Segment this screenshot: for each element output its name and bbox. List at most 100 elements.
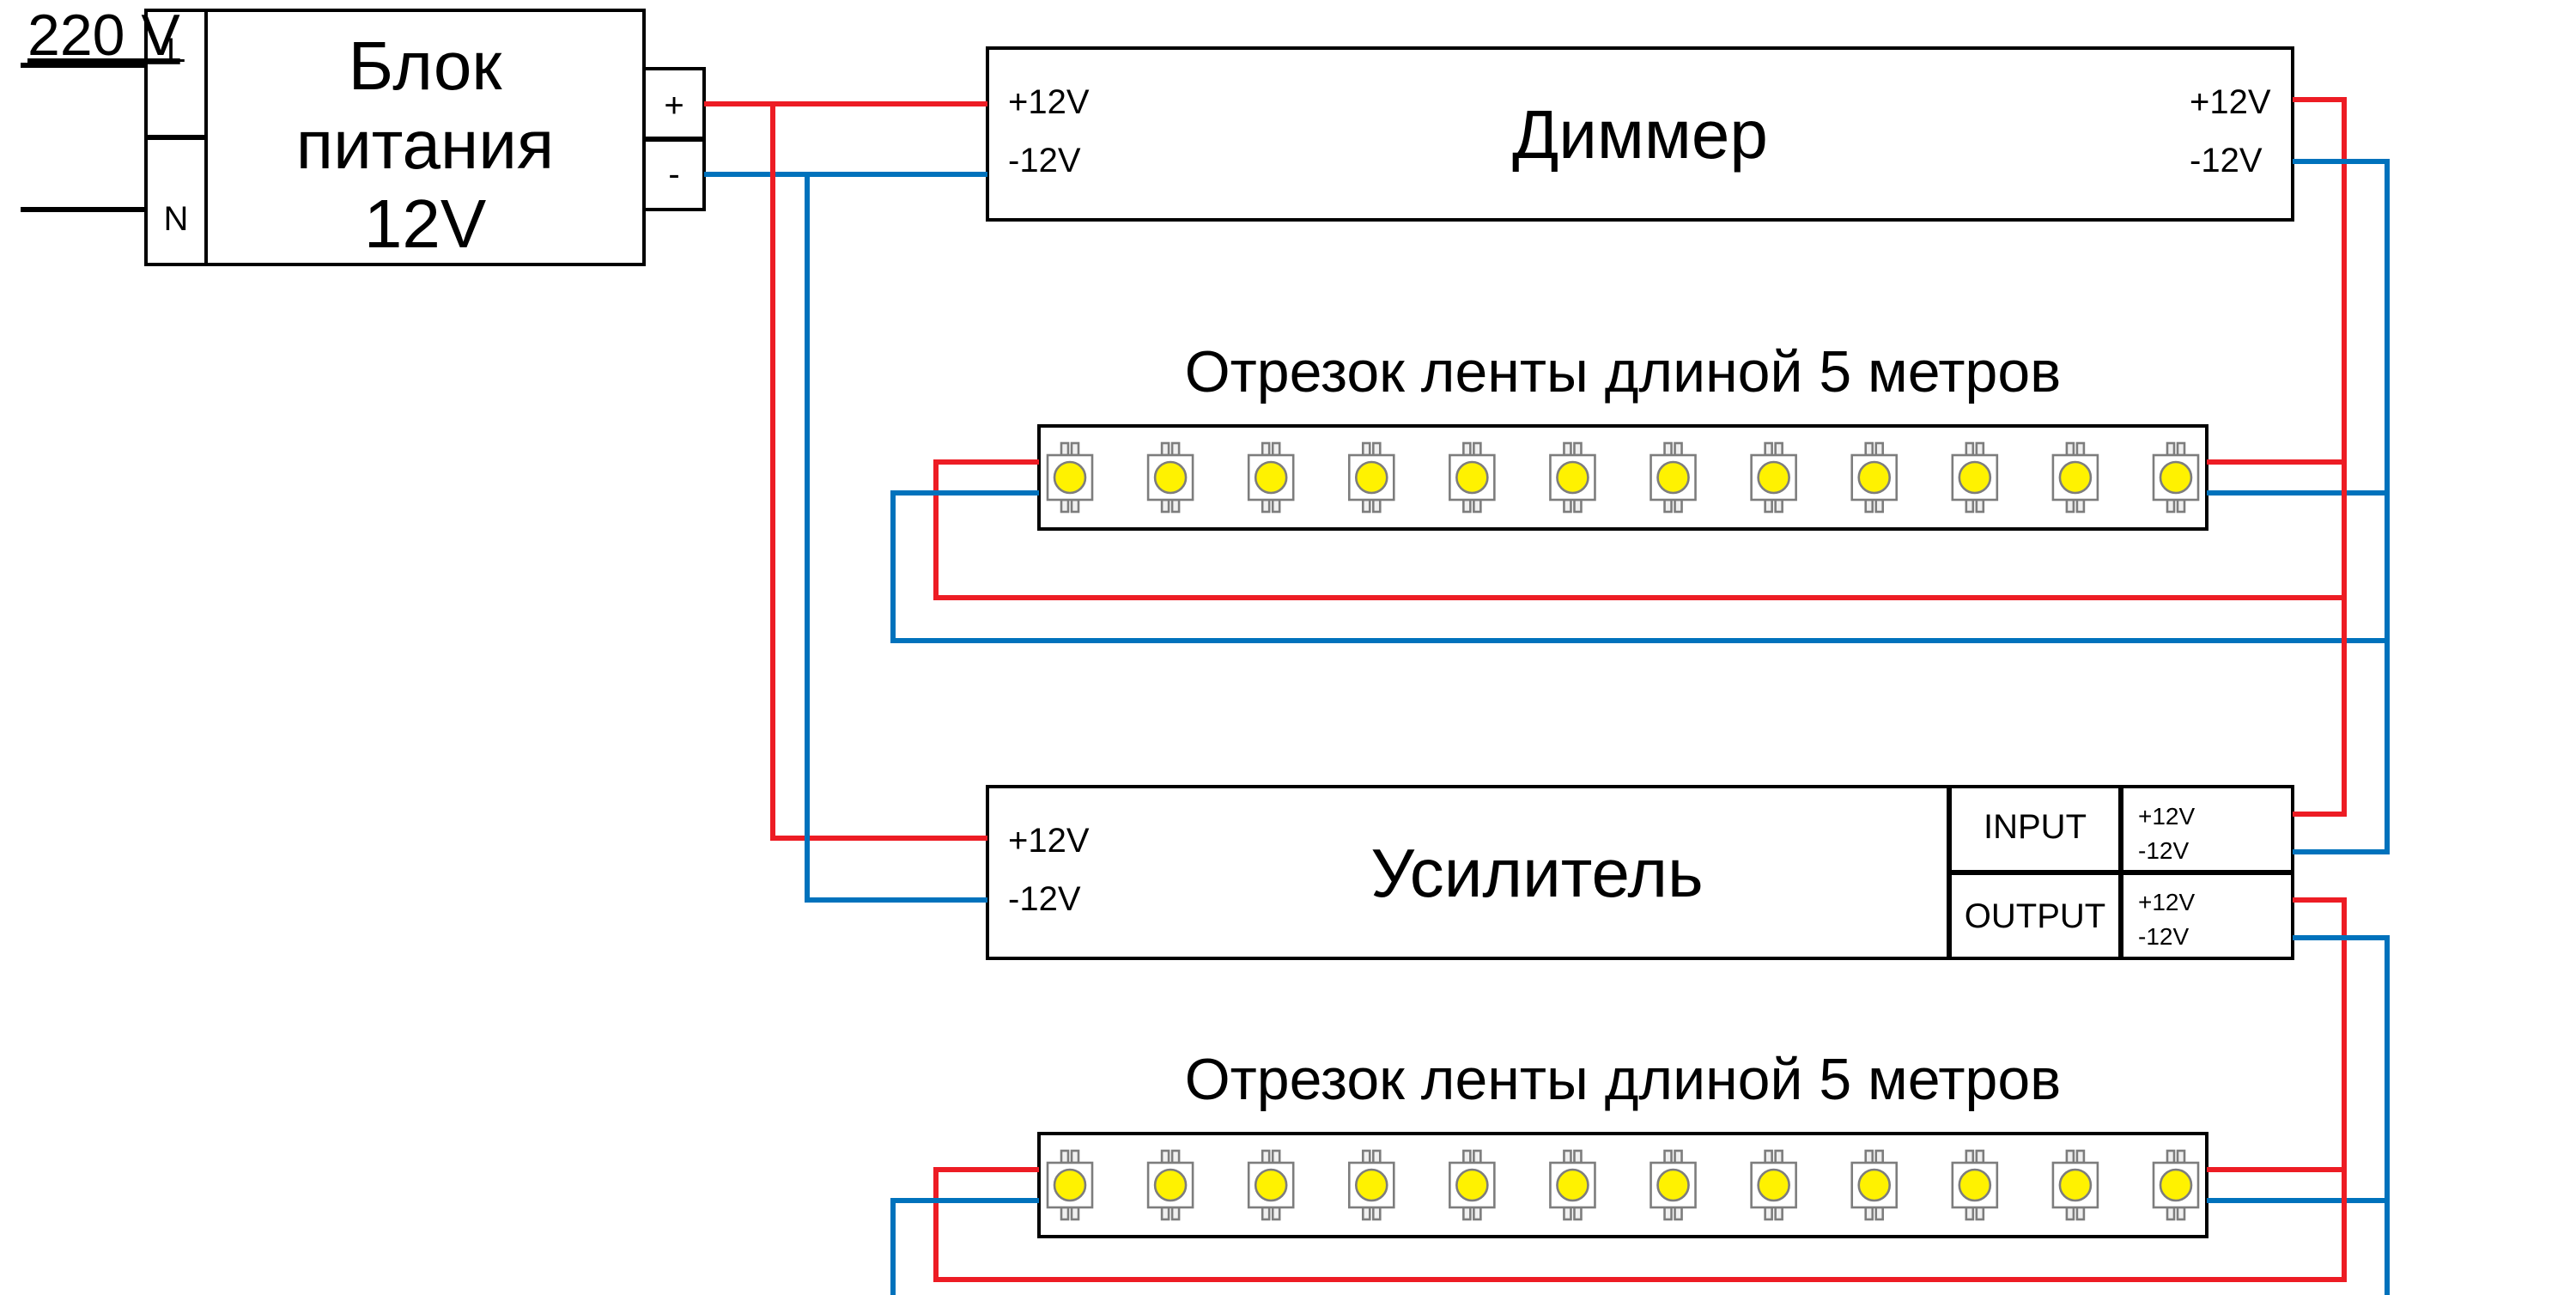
amp-pwr-minus: -12V: [1008, 880, 1081, 918]
strip1-led: [2160, 462, 2191, 493]
strip2-led: [2060, 1170, 2091, 1201]
strip1-led: [1859, 462, 1890, 493]
strip1-pad: [1765, 500, 1772, 512]
strip2-pad: [1876, 1207, 1883, 1219]
strip2-pad: [2178, 1207, 2184, 1219]
strip2-pad: [1473, 1207, 1480, 1219]
psu-port-plus: +: [664, 87, 683, 125]
strip1-pad: [1273, 500, 1279, 512]
strip2-pad: [1273, 1207, 1279, 1219]
psu-title-2: 12V: [364, 185, 487, 262]
strip2-pad: [1162, 1151, 1169, 1163]
strip1-led: [1054, 462, 1085, 493]
strip1-pad: [1463, 443, 1470, 455]
strip1-pad: [1363, 500, 1370, 512]
strip2-led: [1557, 1170, 1588, 1201]
strip2-pad: [1675, 1207, 1682, 1219]
strip2-pad: [1072, 1151, 1078, 1163]
strip1-led: [1155, 462, 1186, 493]
strip2-pad: [2077, 1207, 2084, 1219]
strip1-pad: [1172, 443, 1179, 455]
strip2-pad: [1463, 1207, 1470, 1219]
strip1-pad: [2077, 443, 2084, 455]
strip2-led: [1356, 1170, 1387, 1201]
strip1-pad: [1966, 443, 1973, 455]
amp-in-minus: -12V: [2138, 837, 2189, 864]
strip1-led: [1959, 462, 1990, 493]
psu-title-1: питания: [296, 106, 554, 183]
strip2-pad: [1564, 1151, 1571, 1163]
amp-input-label: INPUT: [1984, 808, 2087, 846]
strip1-pad: [1473, 500, 1480, 512]
strip1-body: [1039, 426, 2207, 529]
strip2-body: [1039, 1134, 2207, 1237]
strip2-pad: [1866, 1151, 1873, 1163]
dimmer-in-minus: -12V: [1008, 142, 1081, 179]
dimmer-title: Диммер: [1512, 96, 1768, 173]
strip1-pad: [2178, 443, 2184, 455]
strip2-pad: [1665, 1207, 1672, 1219]
w-amp-strip2-minus: [2207, 938, 2387, 1201]
strip2-pad: [1776, 1151, 1783, 1163]
amp-out-minus: -12V: [2138, 923, 2189, 950]
strip1-pad: [1363, 443, 1370, 455]
strip2-pad: [1273, 1151, 1279, 1163]
strip2-pad: [1574, 1207, 1581, 1219]
amp-in-plus: +12V: [2138, 803, 2195, 830]
strip2-pad: [1162, 1207, 1169, 1219]
strip1-pad: [2178, 500, 2184, 512]
strip2-pad: [1373, 1207, 1380, 1219]
strip2-pad: [2067, 1207, 2074, 1219]
strip2-pad: [2178, 1151, 2184, 1163]
strip1-pad: [1675, 443, 1682, 455]
strip1-pad: [1765, 443, 1772, 455]
strip2-pad: [1966, 1151, 1973, 1163]
mains-label: 220 V: [27, 3, 180, 68]
strip2-pad: [1061, 1207, 1068, 1219]
strip2-pad: [2067, 1151, 2074, 1163]
strip2-pad: [1564, 1207, 1571, 1219]
strip1-pad: [1564, 443, 1571, 455]
strip2-pad: [1262, 1207, 1269, 1219]
strip1-pad: [1564, 500, 1571, 512]
strip2-pad: [1363, 1151, 1370, 1163]
strip1-pad: [1162, 500, 1169, 512]
strip1-pad: [1574, 443, 1581, 455]
strip2-led: [1255, 1170, 1286, 1201]
strip1-pad: [2167, 443, 2174, 455]
w-psu-amp-minus: [807, 174, 987, 900]
strip2-pad: [1866, 1207, 1873, 1219]
strip2-led: [1759, 1170, 1789, 1201]
strip1-pad: [2077, 500, 2084, 512]
strip1-pad: [1473, 443, 1480, 455]
strip2-pad: [2167, 1151, 2174, 1163]
strip2-pad: [1675, 1151, 1682, 1163]
strip1-title: Отрезок ленты длиной 5 метров: [1185, 339, 2062, 404]
strip1-pad: [1977, 500, 1984, 512]
strip2-pad: [1473, 1151, 1480, 1163]
strip1-led: [2060, 462, 2091, 493]
strip1-pad: [1776, 443, 1783, 455]
strip1-pad: [1373, 443, 1380, 455]
strip1-pad: [1665, 500, 1672, 512]
strip2-pad: [1776, 1207, 1783, 1219]
strip1-pad: [2167, 500, 2174, 512]
amp-title: Усилитель: [1370, 835, 1703, 911]
strip1-led: [1456, 462, 1487, 493]
strip1-pad: [1061, 443, 1068, 455]
strip1-pad: [1162, 443, 1169, 455]
strip1-led: [1759, 462, 1789, 493]
amp-out-plus: +12V: [2138, 889, 2195, 915]
strip1-pad: [1966, 500, 1973, 512]
strip1-led: [1356, 462, 1387, 493]
strip1-pad: [1776, 500, 1783, 512]
strip2-pad: [1262, 1151, 1269, 1163]
strip2-pad: [2167, 1207, 2174, 1219]
w-dim-ampin-minus: [2293, 493, 2387, 852]
strip1-pad: [1273, 443, 1279, 455]
strip2-led: [1658, 1170, 1689, 1201]
strip1-led: [1658, 462, 1689, 493]
strip2-pad: [1172, 1151, 1179, 1163]
dimmer-in-plus: +12V: [1008, 83, 1090, 121]
psu-port-minus: -: [668, 155, 679, 193]
